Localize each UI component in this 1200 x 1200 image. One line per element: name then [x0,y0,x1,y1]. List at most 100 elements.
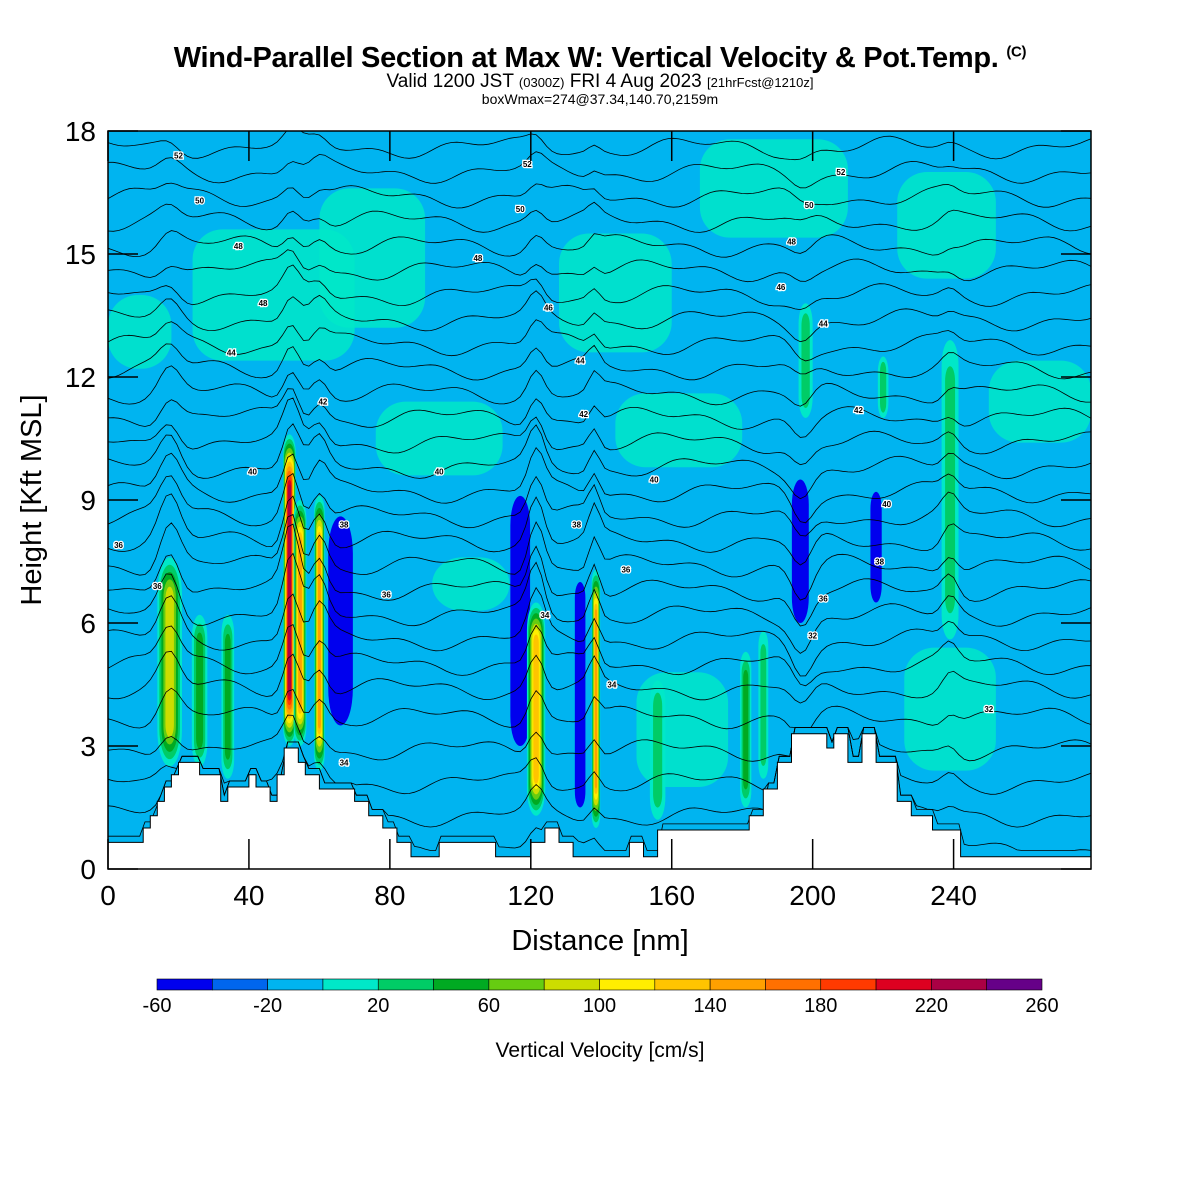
valid-date: FRI 4 Aug 2023 [569,71,702,92]
chart-title: Wind-Parallel Section at Max W: Vertical… [0,42,1200,75]
updraft-core [298,537,302,709]
isentrope-line [108,151,1091,189]
x-tick-label: 120 [507,880,554,911]
y-tick-label: 9 [80,485,96,516]
contour-label: 50 [805,201,814,210]
isentrope-line [108,624,1091,687]
colorbar-swatch [931,978,987,991]
contour-label: 36 [114,541,123,550]
x-tick-label: 200 [789,880,836,911]
velocity-field [108,131,1091,869]
contour-label: 40 [435,467,444,476]
valid-time-local: Valid 1200 JST [386,71,514,92]
contour-label: 42 [579,410,588,419]
weak-ascent-region [558,233,672,353]
isentrope-line [108,343,1091,381]
y-tick-label: 6 [80,608,96,639]
contour-label: 44 [227,348,236,357]
contour-label: 32 [984,705,993,714]
contour-label: 50 [516,205,525,214]
contour-label: 48 [234,242,243,251]
colorbar-tick-label: 100 [583,995,616,1017]
contour-label: 48 [787,238,796,247]
colorbar-tick-label: 20 [367,995,389,1017]
updraft-core [653,692,663,808]
contour-label: 38 [572,521,581,530]
contour-label: 36 [382,590,391,599]
terrain [108,733,1091,869]
colorbar-swatch [654,978,711,991]
contour-label: 44 [576,357,585,366]
contour-label: 34 [540,611,549,620]
theta-contours [108,131,1091,851]
colorbar-label: Vertical Velocity [cm/s] [496,1039,705,1062]
isentrope-line [108,365,1091,407]
contour-label: 36 [819,594,828,603]
colorbar-swatch [543,978,600,991]
isentrope-line [108,397,1091,466]
colorbar-swatch [212,978,268,991]
contour-label: 42 [854,406,863,415]
isentrope-line [108,650,1091,704]
x-tick-label: 240 [930,880,977,911]
downdraft-core [574,582,586,808]
colorbar: -60 -20 20 60 100 140 180 220 260 [143,978,1059,1017]
isentrope-line [108,201,1091,233]
contour-label: 40 [650,476,659,485]
colorbar-swatch [709,978,766,991]
terrain-profile [108,733,1091,869]
y-tick-label: 3 [80,731,96,762]
y-tick-label: 12 [65,362,96,393]
x-tick-label: 80 [374,880,405,911]
copyright-mark: (C) [1006,43,1027,61]
y-axis-label: Height [Kft MSL] [16,394,48,605]
isentrope-line [108,493,1091,566]
colorbar-tick-label: -20 [253,995,282,1017]
y-tick-label: 18 [65,116,96,147]
isentrope-line [108,727,1091,795]
updraft-core [165,586,174,738]
contour-label: 40 [882,500,891,509]
colorbar-tick-label: 220 [915,995,948,1017]
downdraft-core [795,492,806,611]
updraft-core [880,361,887,413]
contour-label: 46 [776,283,785,292]
isentrope-line [108,182,1091,209]
isentrope-line [108,319,1091,362]
downdraft-core [870,491,882,603]
weak-ascent-region [432,557,510,611]
chart-subtitle: Valid 1200 JST (0300Z) FRI 4 Aug 2023 [2… [0,71,1200,93]
colorbar-swatch [433,978,490,991]
isentrope-line [108,264,1091,311]
isentrope-line [108,290,1091,343]
colorbar-tick-label: 60 [478,995,500,1017]
isentrope-line [108,423,1091,500]
colorbar-swatch [156,978,213,991]
colorbar-swatch [322,978,379,991]
x-tick-label: 0 [100,880,116,911]
isentrope-line [108,727,1091,828]
contour-label: 42 [318,398,327,407]
y-tick-label: 15 [65,239,96,270]
contour-labels: 52 50 48 48 44 42 40 38 36 36 36 34 52 50 48 46 44 42 40 40… [113,150,995,768]
isentrope-line [108,714,1091,762]
isentrope-line [108,513,1091,601]
isentrope-line [108,523,1091,627]
updraft-core [224,633,231,760]
colorbar-tick-label: 140 [693,995,726,1017]
weak-ascent-region [192,229,355,361]
weak-ascent-region [904,647,996,771]
isentrope-line [108,446,1091,524]
updraft-core [945,366,956,614]
isentrope-line [108,586,1091,677]
contour-label: 52 [523,160,532,169]
isentrope-line [108,230,1091,258]
weak-ascent-region [375,401,503,476]
contour-label: 36 [621,566,630,575]
colorbar-swatch [377,978,434,991]
y-tick-label: 0 [80,854,96,885]
valid-time-utc: (0300Z) [518,75,565,90]
contour-label: 48 [259,299,268,308]
x-tick-label: 40 [233,880,264,911]
x-tick-label: 160 [648,880,695,911]
